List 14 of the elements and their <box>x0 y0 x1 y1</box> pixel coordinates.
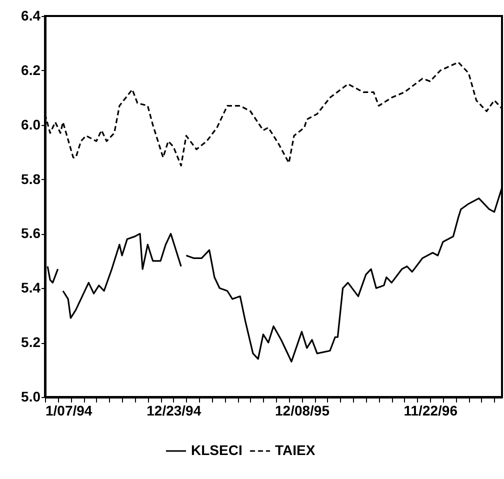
x-tick-label: 11/22/96 <box>404 402 458 418</box>
legend-label: TAIEX <box>275 442 316 458</box>
y-tick-label: 6.4 <box>21 8 41 24</box>
x-tick-label: 12/23/94 <box>146 402 202 418</box>
x-tick-label: 12/08/95 <box>274 402 330 418</box>
y-tick-label: 5.8 <box>21 170 41 187</box>
y-tick-label: 5.6 <box>21 225 41 242</box>
y-tick-label: 6.2 <box>21 62 41 78</box>
y-tick-label: 5.2 <box>21 334 41 350</box>
legend-label: KLSECI <box>191 442 242 458</box>
x-tick-label: 1/07/94 <box>46 402 92 418</box>
y-tick-label: 6.0 <box>21 116 41 132</box>
y-tick-label: 5.4 <box>21 280 41 296</box>
y-tick-label: 5.0 <box>21 388 41 404</box>
